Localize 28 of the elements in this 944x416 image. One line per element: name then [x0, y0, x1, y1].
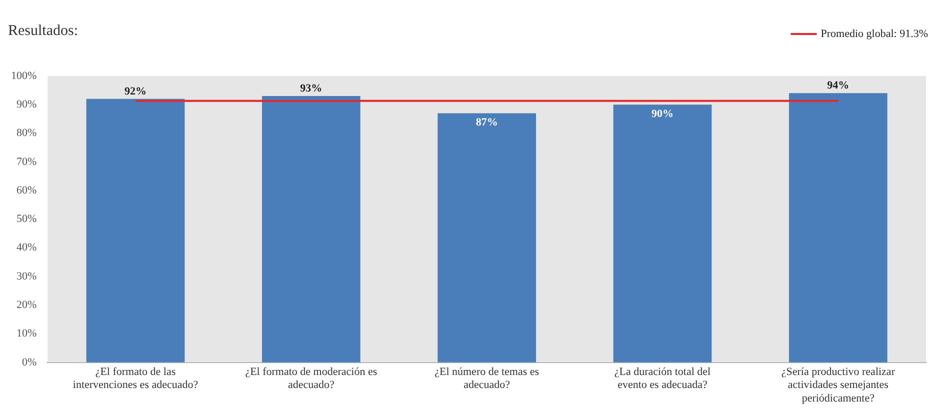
y-tick-label: 0% [22, 356, 37, 368]
y-tick-label: 20% [16, 299, 37, 312]
data-label: 94% [827, 80, 850, 92]
bar [613, 104, 712, 362]
x-tick-label: ¿El número de temas es adecuado? [434, 366, 540, 392]
y-tick-label: 60% [16, 184, 37, 196]
data-label: 92% [124, 85, 146, 98]
y-tick-label: 40% [16, 242, 37, 254]
y-tick-label: 90% [16, 98, 37, 111]
x-tick-label: ¿El formato de las intervenciones es adecuado? [72, 366, 198, 392]
data-label: 87% [476, 116, 498, 129]
y-tick-label: 50% [16, 213, 37, 226]
bar [788, 93, 888, 362]
bar [86, 98, 185, 362]
y-tick-label: 30% [16, 270, 37, 282]
y-tick-label: 10% [16, 328, 37, 340]
data-label: 93% [300, 82, 322, 94]
legend-label: Promedio global: 91.3% [820, 28, 928, 40]
x-tick-label: ¿La duración total del evento es adecuada? [614, 366, 711, 392]
chart-title: Resultados: [8, 22, 78, 39]
y-tick-label: 80% [16, 127, 37, 140]
data-label: 90% [652, 108, 674, 120]
x-tick-label: ¿Sería productivo realizar actividades semejantes periódicamente? [781, 366, 896, 404]
bar [262, 96, 360, 362]
x-tick-label: ¿El formato de moderación es adecuado? [245, 366, 378, 392]
bar [438, 113, 536, 362]
y-tick-label: 70% [16, 156, 37, 168]
y-tick-label: 100% [10, 70, 37, 82]
